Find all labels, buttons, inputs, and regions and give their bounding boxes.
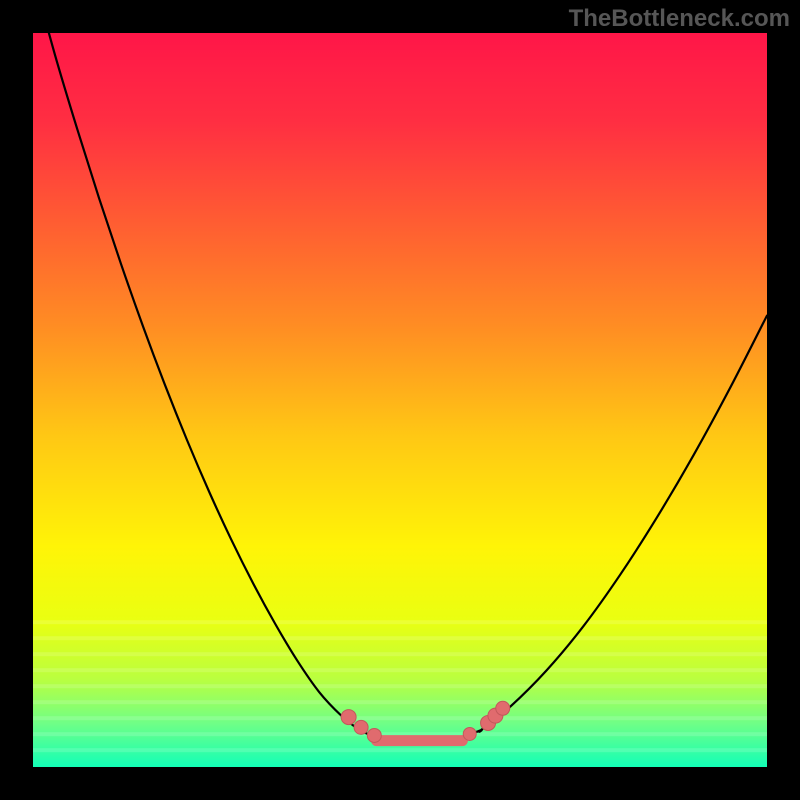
gradient-background [33,33,767,767]
watermark-text: TheBottleneck.com [569,5,790,33]
bottom-band [33,716,767,720]
data-marker [354,720,368,734]
data-marker [341,710,356,725]
bottom-band [33,748,767,752]
data-marker [496,701,510,715]
bottom-band [33,636,767,640]
bottom-band [33,700,767,704]
bottleneck-chart [33,33,767,767]
chart-frame: TheBottleneck.com [0,0,800,800]
data-marker [463,727,476,740]
bottom-band [33,668,767,672]
bottom-band [33,652,767,656]
data-marker [367,728,381,742]
bottom-band [33,620,767,624]
bottom-band [33,684,767,688]
